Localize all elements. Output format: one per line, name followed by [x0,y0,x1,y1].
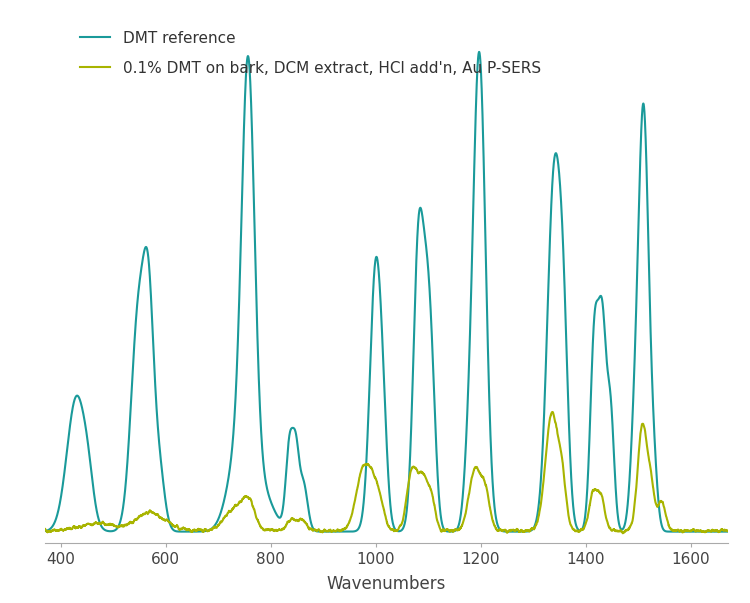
0.1% DMT on bark, DCM extract, HCl add'n, Au P-SERS [453,526,462,534]
0.1% DMT on bark, DCM extract, HCl add'n, Au P-SERS [554,434,562,441]
Line: DMT reference: DMT reference [45,52,733,532]
X-axis label: Wavenumbers: Wavenumbers [326,575,446,593]
DMT reference [488,475,497,482]
0.1% DMT on bark, DCM extract, HCl add'n, Au P-SERS [166,519,175,526]
0.1% DMT on bark, DCM extract, HCl add'n, Au P-SERS [303,523,312,530]
DMT reference [728,528,737,535]
Line: 0.1% DMT on bark, DCM extract, HCl add'n, Au P-SERS: 0.1% DMT on bark, DCM extract, HCl add'n… [45,412,733,533]
Legend: DMT reference, 0.1% DMT on bark, DCM extract, HCl add'n, Au P-SERS: DMT reference, 0.1% DMT on bark, DCM ext… [80,31,541,77]
DMT reference [40,528,50,535]
DMT reference [606,391,615,399]
0.1% DMT on bark, DCM extract, HCl add'n, Au P-SERS [728,526,737,533]
0.1% DMT on bark, DCM extract, HCl add'n, Au P-SERS [606,526,615,533]
DMT reference [475,48,484,55]
DMT reference [687,528,696,535]
0.1% DMT on bark, DCM extract, HCl add'n, Au P-SERS [40,525,50,532]
DMT reference [166,520,175,527]
0.1% DMT on bark, DCM extract, HCl add'n, Au P-SERS [618,529,627,537]
DMT reference [303,500,312,508]
DMT reference [453,525,462,532]
DMT reference [554,161,562,168]
0.1% DMT on bark, DCM extract, HCl add'n, Au P-SERS [548,408,557,415]
0.1% DMT on bark, DCM extract, HCl add'n, Au P-SERS [488,516,496,523]
